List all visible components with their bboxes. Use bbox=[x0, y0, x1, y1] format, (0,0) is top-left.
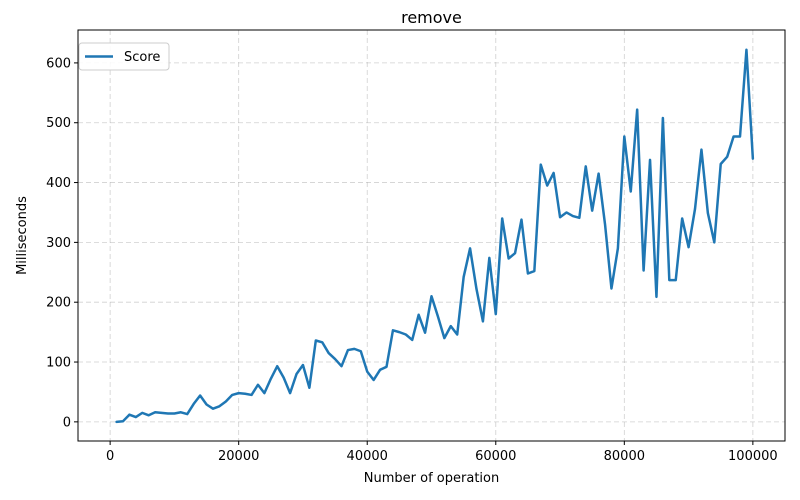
y-axis-ticks: 0 100 200 300 400 500 600 bbox=[46, 56, 78, 430]
x-tick-label: 40000 bbox=[347, 449, 388, 464]
y-tick-label: 200 bbox=[46, 296, 71, 311]
y-tick-label: 300 bbox=[46, 236, 71, 251]
x-axis-label: Number of operation bbox=[364, 471, 499, 486]
x-tick-label: 80000 bbox=[604, 449, 645, 464]
series-line-score bbox=[115, 48, 755, 424]
x-tick-label: 100000 bbox=[728, 449, 778, 464]
chart-title: remove bbox=[401, 8, 462, 27]
y-axis-label: Milliseconds bbox=[15, 196, 30, 275]
legend: Score bbox=[78, 42, 170, 71]
x-axis-ticks: 0 20000 40000 60000 80000 100000 bbox=[106, 441, 778, 464]
x-tick-label: 60000 bbox=[475, 449, 516, 464]
y-tick-label: 400 bbox=[46, 176, 71, 191]
legend-box bbox=[78, 42, 170, 71]
y-tick-label: 600 bbox=[46, 56, 71, 71]
series-layer bbox=[115, 48, 755, 424]
plot-frame bbox=[77, 29, 786, 442]
legend-label-score: Score bbox=[124, 50, 160, 65]
y-tick-label: 0 bbox=[63, 415, 71, 430]
x-tick-label: 20000 bbox=[218, 449, 259, 464]
x-tick-label: 0 bbox=[106, 449, 114, 464]
y-tick-label: 500 bbox=[46, 116, 71, 131]
y-tick-label: 100 bbox=[46, 356, 71, 371]
